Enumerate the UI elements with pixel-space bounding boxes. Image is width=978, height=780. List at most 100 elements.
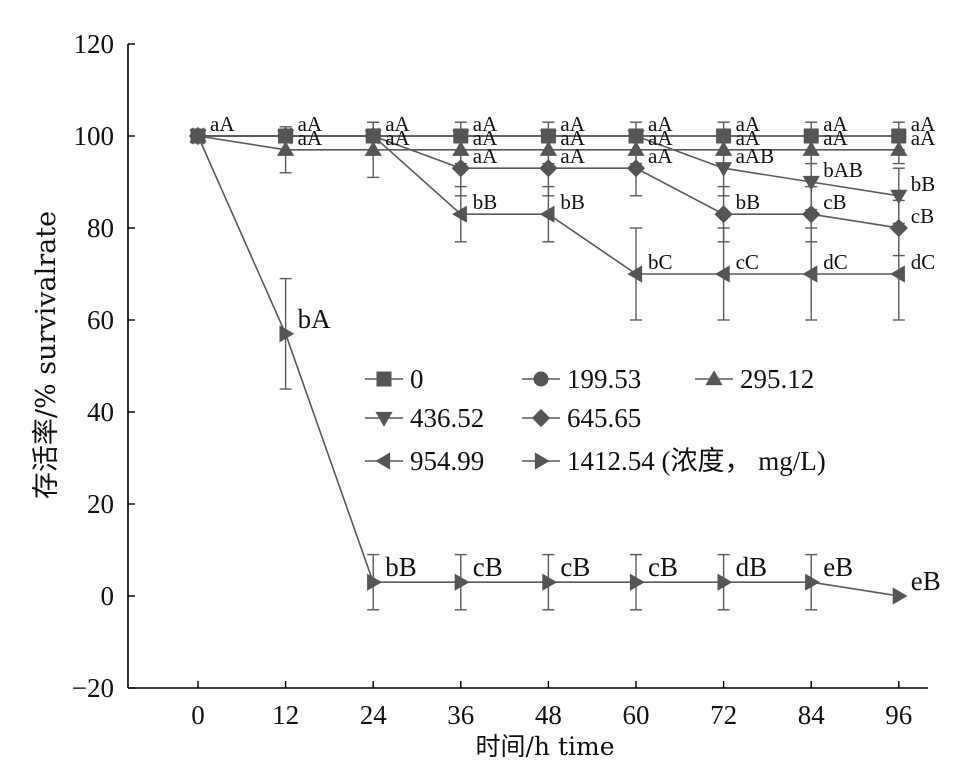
data-point [367, 573, 382, 591]
significance-label: aA [298, 112, 323, 136]
data-point [452, 129, 470, 145]
significance-label: aA [473, 144, 498, 168]
significance-label: bAB [823, 158, 863, 182]
y-tick-label: 0 [101, 581, 115, 611]
x-tick-label: 48 [535, 700, 562, 730]
x-tick-label: 96 [885, 700, 912, 730]
data-point [542, 573, 558, 591]
y-tick-label: 100 [74, 121, 115, 151]
plot-area [188, 121, 908, 611]
significance-label: cB [560, 552, 590, 582]
series-954.99 [189, 127, 905, 321]
legend-item: 436.52 [365, 403, 484, 433]
x-tick-label: 72 [710, 700, 737, 730]
data-point [452, 205, 467, 223]
significance-label: aA [560, 112, 585, 136]
data-point [277, 141, 295, 156]
significance-label: bB [473, 190, 498, 214]
significance-label: aA [736, 126, 761, 150]
legend-marker [376, 371, 392, 387]
significance-label: eB [823, 552, 853, 582]
significance-label: bB [385, 552, 417, 582]
legend-item: 0 [365, 364, 424, 394]
significance-label: dC [823, 250, 848, 274]
y-axis-title: 存活率/% survivalrate [31, 211, 62, 499]
significance-label: cB [823, 190, 846, 214]
legend-label: 645.65 [567, 403, 641, 433]
significance-label: bA [298, 304, 332, 334]
significance-label: bC [648, 250, 673, 274]
data-point [626, 159, 646, 178]
x-tick-label: 24 [360, 700, 388, 730]
significance-label: aA [823, 112, 848, 136]
significance-label: eB [911, 566, 941, 596]
significance-label: aA [473, 112, 498, 136]
y-tick-label: 80 [87, 213, 114, 243]
legend: 0 199.53 295.12 436.52 645.65 954.99 1412.54 (… [365, 364, 826, 476]
x-tick-label: 0 [191, 700, 205, 730]
data-point [539, 205, 555, 223]
legend-label: 1412.54 (浓度， mg/L) [567, 446, 826, 476]
y-tick-label: 40 [87, 397, 114, 427]
x-tick-label: 84 [798, 700, 826, 730]
data-point [279, 325, 295, 343]
data-point [890, 189, 908, 205]
legend-item: 954.99 [365, 446, 484, 476]
significance-label: aA [473, 126, 498, 150]
data-point [892, 587, 908, 605]
data-point [454, 573, 470, 591]
legend-marker [375, 452, 391, 470]
legend-label: 199.53 [567, 364, 641, 394]
legend-item: 645.65 [522, 403, 641, 433]
significance-label: bB [911, 172, 936, 196]
data-point [276, 127, 292, 145]
y-tick-label: 20 [87, 489, 114, 519]
legend-marker [533, 371, 549, 387]
significance-label: aA [560, 144, 585, 168]
legend-marker [531, 408, 551, 428]
legend-label: 954.99 [410, 446, 484, 476]
data-point [629, 573, 645, 591]
legend-label: 436.52 [410, 403, 484, 433]
legend-item: 295.12 [695, 364, 814, 394]
data-point [364, 141, 382, 156]
data-point [627, 265, 643, 283]
significance-label: aA [648, 144, 673, 168]
significance-label: cC [736, 250, 759, 274]
significance-label: aA [648, 126, 673, 150]
y-tick-label: 60 [87, 305, 114, 335]
legend-label: 0 [410, 364, 424, 394]
significance-label: cB [911, 204, 934, 228]
significance-label: aA [385, 126, 410, 150]
legend-item: 199.53 [522, 364, 641, 394]
significance-label: aAB [736, 144, 775, 168]
significance-label: aA [823, 126, 848, 150]
series-1412.54 [191, 127, 908, 611]
data-point [717, 573, 733, 591]
data-point [805, 573, 820, 591]
significance-label: cB [648, 552, 678, 582]
significance-label: aA [648, 112, 673, 136]
significance-label: cB [473, 552, 503, 582]
x-tick-label: 60 [623, 700, 650, 730]
data-point [802, 141, 820, 156]
legend-label: 295.12 [740, 364, 814, 394]
x-axis-title: 时间/h time [475, 732, 614, 761]
legend-marker [705, 370, 723, 386]
y-tick-label: −20 [72, 673, 114, 703]
data-point [714, 265, 730, 283]
data-point [714, 205, 733, 224]
significance-label: bB [560, 190, 585, 214]
significance-label: aA [210, 112, 235, 136]
data-point [191, 127, 207, 145]
x-tick-label: 36 [447, 700, 474, 730]
significance-label: dC [911, 250, 936, 274]
data-point [364, 127, 380, 145]
legend-item: 1412.54 (浓度， mg/L) [522, 446, 826, 476]
data-point [539, 159, 558, 178]
legend-marker [534, 452, 550, 470]
y-tick-label: 120 [74, 29, 115, 59]
x-tick-label: 12 [272, 700, 299, 730]
